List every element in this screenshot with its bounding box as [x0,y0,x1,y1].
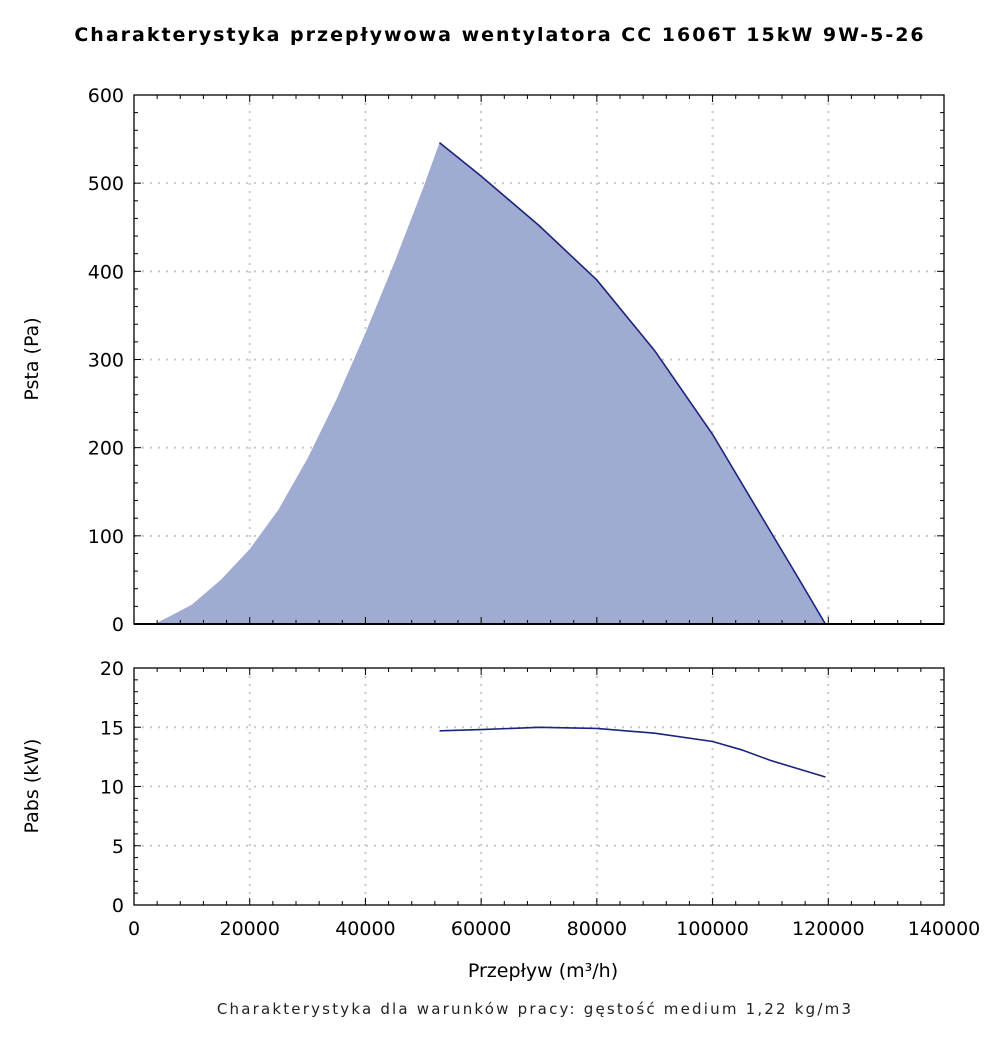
footnote: Charakterystyka dla warunków pracy: gęst… [216,1000,854,1018]
power-curve-line [439,726,826,778]
y-tick-label: 5 [112,836,124,858]
y-tick-label: 400 [88,261,124,283]
x-tick-label: 100000 [676,918,749,940]
y-tick-label: 0 [112,895,124,917]
x-tick-label: 20000 [219,918,279,940]
y-tick-label: 300 [88,350,124,372]
y-tick-label: 0 [112,614,124,636]
chart-title: Charakterystyka przepływowa wentylatora … [74,24,926,46]
y-tick-label: 500 [88,173,124,195]
y-tick-label: 100 [88,526,124,548]
y-axis-label-pressure: Psta (Pa) [21,317,43,400]
x-tick-label: 60000 [451,918,511,940]
y-tick-label: 200 [88,438,124,460]
x-tick-label: 0 [128,918,140,940]
x-tick-label: 80000 [567,918,627,940]
operating-area [154,142,826,624]
x-tick-label: 140000 [908,918,981,940]
y-axis-label-power: Pabs (kW) [21,739,43,834]
y-tick-label: 600 [88,85,124,107]
y-tick-label: 15 [100,717,124,739]
pressure-plot: 0 100 200 300 400 500 600 [88,85,945,636]
x-axis-label: Przepływ (m³/h) [468,960,618,982]
y-tick-label: 20 [100,658,124,680]
power-plot: 0 5 10 15 20 0 20000 40000 60000 80000 100000 12000… [100,658,980,940]
fan-curve-line [438,141,827,625]
y-tick-label: 10 [100,777,124,799]
x-tick-label: 120000 [792,918,865,940]
x-tick-label: 40000 [335,918,395,940]
